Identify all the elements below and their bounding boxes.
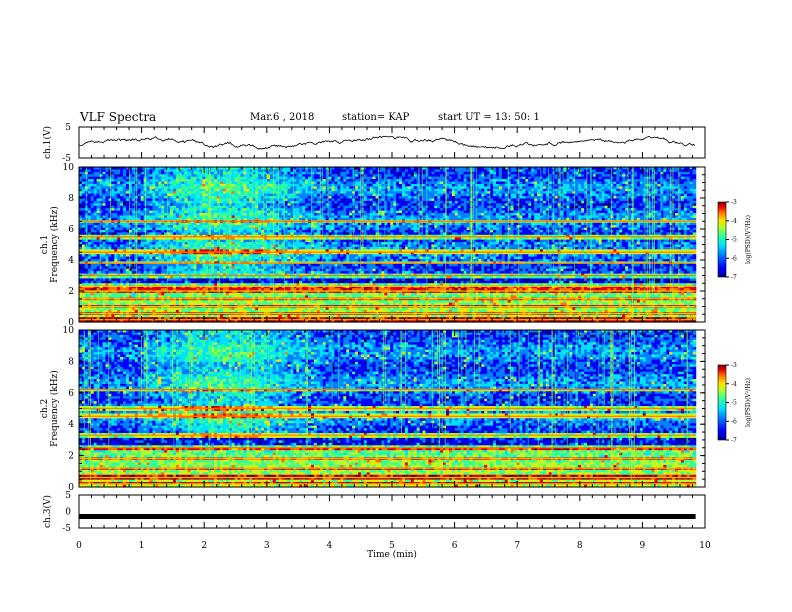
vlf-figure: VLF Spectra Mar.6 , 2018 station= KAP st… bbox=[0, 0, 792, 612]
spectrogram-cells-1 bbox=[79, 167, 696, 323]
plot-area: 5-5ch.1(V)0246810ch.1 Frequency (kHz)-3-4… bbox=[0, 0, 792, 612]
